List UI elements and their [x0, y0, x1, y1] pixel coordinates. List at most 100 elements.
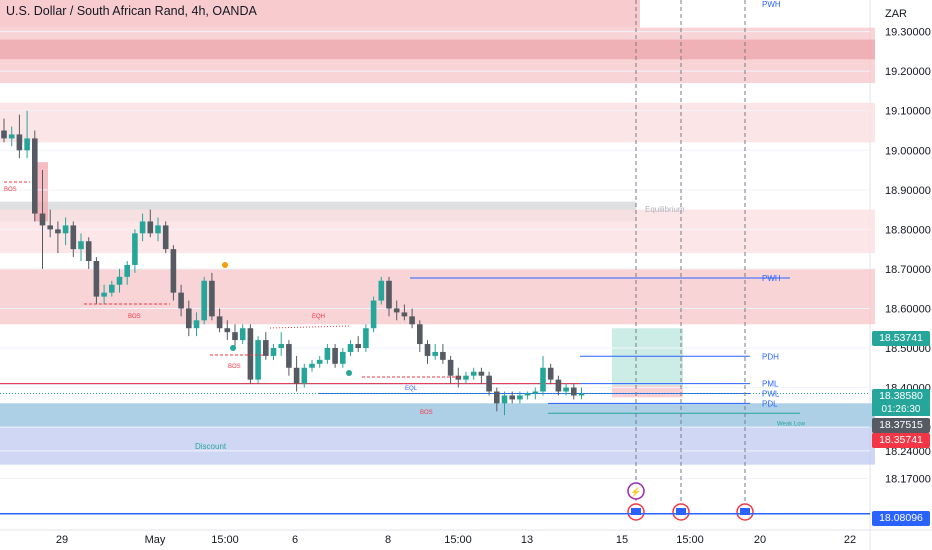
candle-body [32, 138, 38, 214]
candle-body [147, 221, 154, 234]
y-tick-label: 19.00000 [885, 145, 931, 157]
level-label: PWH [762, 0, 781, 9]
x-tick-label: 20 [754, 534, 766, 546]
y-tick-label: 19.10000 [885, 106, 931, 118]
candle-body [478, 371, 485, 376]
currency-label[interactable]: ZAR [885, 8, 907, 20]
x-tick-label: 15:00 [676, 534, 704, 546]
candle-body [501, 395, 508, 404]
stop-box [612, 385, 683, 398]
demand-zone-core [0, 403, 875, 428]
bar-countdown: 01:26:30 [872, 403, 930, 416]
candle-body [440, 351, 446, 360]
price-tag-current: 18.38580 [872, 389, 930, 404]
candle-body [424, 344, 431, 356]
x-tick-label: 15:00 [444, 534, 472, 546]
candle-body [170, 249, 177, 293]
candle-body [316, 359, 323, 364]
candle-body [39, 213, 46, 226]
candle-body [563, 387, 569, 392]
candle-body [540, 367, 546, 392]
level-label: PWH [762, 274, 781, 283]
candle-body [293, 367, 300, 384]
event-flash-icon [627, 482, 645, 500]
level-label: Weak Low [777, 421, 806, 427]
swing-low-dot [230, 345, 236, 351]
candle-body [401, 312, 408, 317]
candle-body [517, 395, 523, 400]
supply-zone-top [0, 0, 640, 28]
candle-body [417, 324, 423, 345]
candle-body [578, 393, 585, 396]
y-tick-label: 18.80000 [885, 224, 931, 236]
candle-body [132, 233, 138, 265]
structure-label: BOS [128, 314, 141, 320]
y-tick-label: 18.90000 [885, 185, 931, 197]
x-tick-label: 8 [385, 534, 391, 546]
candle-body [216, 316, 223, 329]
candle-body [209, 280, 215, 317]
candle-body [347, 344, 354, 352]
y-tick-label: 18.60000 [885, 303, 931, 315]
us-flag-icon [676, 508, 686, 515]
y-tick-label: 18.17000 [885, 474, 931, 486]
structure-label: BOS [420, 410, 433, 416]
x-tick-label: 6 [292, 534, 298, 546]
candle-body [93, 261, 100, 297]
candle-body [309, 363, 315, 368]
us-flag-icon [631, 508, 641, 515]
candle-body [239, 328, 246, 341]
x-tick-label: 15 [616, 534, 628, 546]
supply-zone-mid [0, 102, 875, 143]
candle-body [62, 225, 69, 234]
x-tick-label: 22 [844, 534, 856, 546]
level-label: PWL [762, 389, 780, 398]
candle-body [278, 344, 284, 348]
candle-body [509, 395, 515, 400]
candle-body [378, 280, 385, 301]
candle-body [1, 130, 7, 139]
eqh-line [269, 325, 351, 329]
candle-body [386, 280, 392, 309]
candle-body [47, 225, 53, 230]
candle-body [8, 134, 15, 139]
y-tick-label: 18.24000 [885, 446, 931, 458]
candle-body [186, 308, 192, 329]
candle-body [270, 348, 277, 356]
candle-body [324, 348, 331, 360]
candle-body [155, 225, 161, 234]
level-label: PDH [762, 352, 779, 361]
candle-body [85, 241, 92, 261]
y-tick-label: 19.30000 [885, 27, 931, 39]
candle-body [70, 225, 77, 250]
x-tick-label: 29 [56, 534, 68, 546]
supply-zone-eq [0, 209, 875, 254]
candle-body [340, 351, 346, 364]
candle-body [393, 308, 400, 313]
candle-body [370, 300, 377, 329]
structure-label: BOS [228, 364, 241, 370]
level-label: Equilibrium [645, 205, 685, 214]
candle-body [78, 241, 84, 250]
candle-body [532, 391, 539, 394]
candle-body [116, 276, 123, 285]
price-tag-high-marker: 18.53741 [872, 331, 930, 346]
us-flag-icon [740, 508, 750, 515]
price-tag-bottom: 18.08096 [872, 511, 930, 526]
candle-body [232, 332, 238, 341]
candle-body [286, 344, 292, 368]
candle-body [547, 367, 554, 380]
price-tag-low-marker: 18.35741 [872, 433, 930, 448]
candle-body [486, 375, 492, 392]
x-tick-label: 15:00 [211, 534, 239, 546]
candle-body [16, 134, 23, 151]
candle-body [301, 367, 308, 384]
swing-high-dot [222, 262, 228, 268]
supply-zone-core [0, 39, 875, 60]
candle-body [524, 393, 531, 396]
target-box [612, 328, 683, 386]
y-tick-label: 18.50000 [885, 343, 931, 355]
structure-label: BOS [4, 187, 17, 193]
